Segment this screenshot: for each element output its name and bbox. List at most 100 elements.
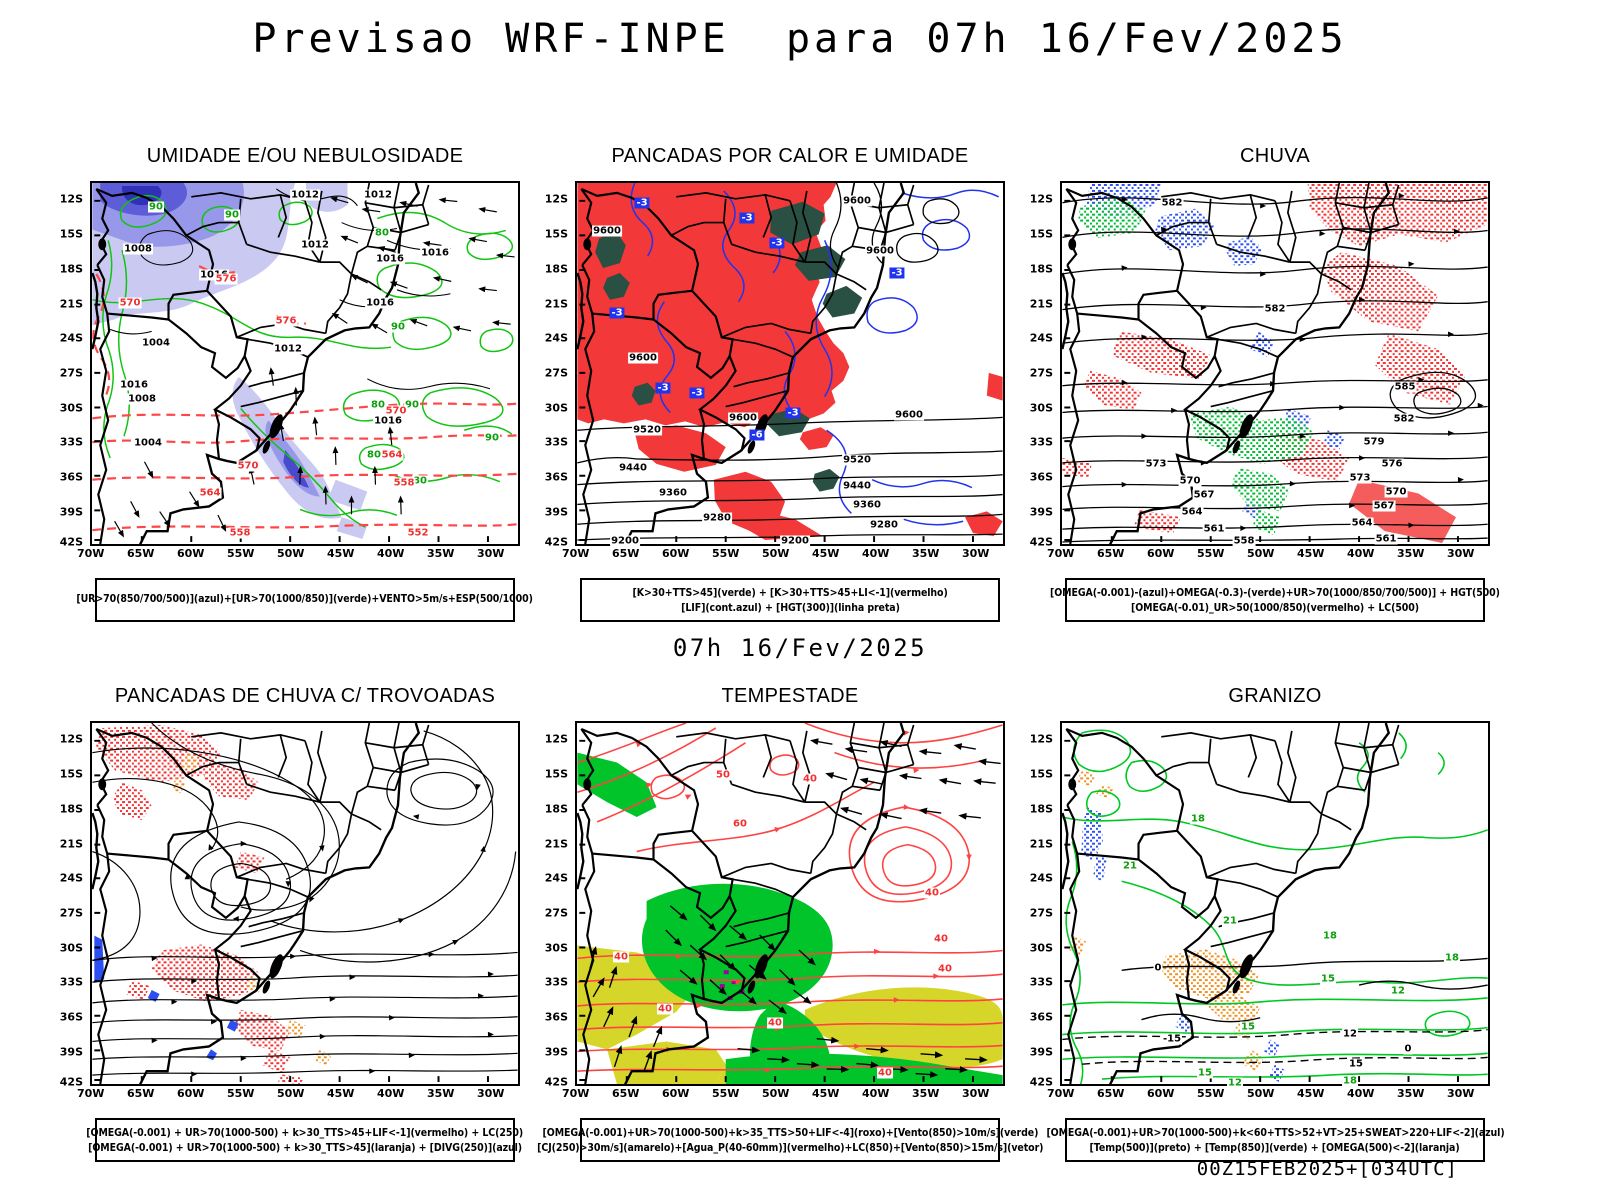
lat-tick-label: 24S [544, 331, 568, 345]
lon-tick-label: 40W [1347, 547, 1375, 560]
lat-tick-label: 21S [1029, 297, 1053, 311]
lon-tick-label: 35W [912, 547, 940, 560]
lat-tick-label: 30S [59, 941, 83, 955]
lon-tick-label: 55W [227, 547, 255, 560]
map-frame-umidade: 12S 15S 18S 21S 24S 27S 30S 33S 36S 39S 42S [60, 181, 520, 549]
lat-tick-label: 15S [544, 767, 568, 781]
lat-axis: 12S 15S 18S 21S 24S 27S 30S 33S 36S 39S 42S [1020, 721, 1056, 1089]
temp500-black-contours [1062, 957, 1488, 1065]
map-umidade [90, 181, 520, 546]
lon-tick-label: 45W [812, 1087, 840, 1100]
storm-orange-speckle [170, 752, 332, 1066]
lon-tick-label: 70W [1047, 547, 1075, 560]
lat-tick-label: 36S [544, 1010, 568, 1024]
map-chuva [1060, 181, 1490, 546]
lat-axis: 12S 15S 18S 21S 24S 27S 30S 33S 36S 39S 42S [1020, 181, 1056, 549]
lon-tick-label: 45W [1297, 547, 1325, 560]
lon-tick-label: 50W [277, 1087, 305, 1100]
lat-tick-label: 39S [1029, 505, 1053, 519]
panel-pancadas-calor: PANCADAS POR CALOR E UMIDADE 12S 15S 18S 21… [545, 136, 1005, 622]
panel-title-granizo: GRANIZO [1228, 685, 1322, 707]
lat-tick-label: 33S [59, 975, 83, 989]
lat-tick-label: 21S [59, 837, 83, 851]
caption-pancadas-calor: [K>30+TTS>45](verde) + [K>30+TTS>45+LI<-… [580, 578, 1000, 622]
lat-tick-label: 33S [544, 435, 568, 449]
lat-tick-label: 18S [544, 802, 568, 816]
lat-tick-label: 30S [1029, 941, 1053, 955]
lon-tick-label: 45W [1297, 1087, 1325, 1100]
lon-tick-label: 30W [962, 1087, 990, 1100]
map-granizo [1060, 721, 1490, 1086]
lat-tick-label: 27S [59, 366, 83, 380]
lon-tick-label: 50W [1247, 547, 1275, 560]
lat-tick-label: 39S [1029, 1045, 1053, 1059]
lat-tick-label: 33S [1029, 975, 1053, 989]
panel-title-umidade: UMIDADE E/OU NEBULOSIDADE [146, 145, 464, 167]
lat-axis: 12S 15S 18S 21S 24S 27S 30S 33S 36S 39S 42S [535, 721, 571, 1089]
caption-line: [OMEGA(-0.001) + UR>70(1000-500) + k>30_… [88, 1141, 522, 1154]
lat-tick-label: 39S [544, 505, 568, 519]
lon-tick-label: 40W [377, 547, 405, 560]
lon-tick-label: 50W [762, 1087, 790, 1100]
lon-tick-label: 70W [1047, 1087, 1075, 1100]
lon-tick-label: 40W [377, 1087, 405, 1100]
lat-tick-label: 24S [1029, 331, 1053, 345]
lat-tick-label: 30S [1029, 401, 1053, 415]
lat-tick-label: 12S [1029, 192, 1053, 206]
caption-tempestade: [OMEGA(-0.001)+UR>70(1000-500)+k>35_TTS>… [537, 1118, 1043, 1162]
caption-line: [Temp(500)](preto) + [Temp(850)](verde) … [1089, 1141, 1461, 1154]
lat-tick-label: 42S [59, 535, 83, 549]
lat-tick-label: 15S [1029, 227, 1053, 241]
lon-tick-label: 30W [477, 547, 505, 560]
lat-tick-label: 36S [59, 1010, 83, 1024]
lat-tick-label: 24S [544, 871, 568, 885]
lon-tick-label: 35W [1397, 547, 1425, 560]
lon-tick-label: 55W [712, 1087, 740, 1100]
lat-tick-label: 12S [544, 192, 568, 206]
lon-tick-label: 65W [127, 1087, 155, 1100]
panel-granizo: GRANIZO 12S 15S 18S 21S 24S 27S 30S 33S 36S 39S 42… [1030, 676, 1504, 1162]
lat-tick-label: 36S [1029, 1010, 1053, 1024]
lat-tick-label: 18S [1029, 802, 1053, 816]
map-frame-pancadas-calor: 12S 15S 18S 21S 24S 27S 30S 33S 36S 39S 42S [545, 181, 1005, 549]
lon-tick-label: 55W [712, 547, 740, 560]
panel-chuva: CHUVA 12S 15S 18S 21S 24S 27S 30S 33S 36S 39S 42S [1030, 136, 1500, 622]
temp850-green-contours [1062, 729, 1488, 1084]
valid-time-label: 07h 16/Fev/2025 [672, 634, 928, 662]
model-run-timestamp: 00Z15FEB2025+[034UTC] [1196, 1158, 1458, 1180]
lat-tick-label: 24S [59, 331, 83, 345]
lon-tick-label: 55W [1197, 1087, 1225, 1100]
lat-tick-label: 21S [59, 297, 83, 311]
lon-tick-label: 60W [177, 1087, 205, 1100]
lat-tick-label: 39S [59, 1045, 83, 1059]
lon-tick-label: 60W [662, 1087, 690, 1100]
lat-tick-label: 42S [1029, 1075, 1053, 1089]
lat-tick-label: 33S [544, 975, 568, 989]
lon-tick-label: 60W [177, 547, 205, 560]
panel-title-tempestade: TEMPESTADE [721, 685, 859, 707]
lat-axis: 12S 15S 18S 21S 24S 27S 30S 33S 36S 39S 42S [50, 721, 86, 1089]
lat-tick-label: 24S [59, 871, 83, 885]
lon-tick-label: 50W [762, 547, 790, 560]
lon-tick-label: 55W [227, 1087, 255, 1100]
lat-tick-label: 21S [544, 837, 568, 851]
hgt500-streamlines [1062, 196, 1488, 543]
lon-tick-label: 65W [127, 547, 155, 560]
lat-axis: 12S 15S 18S 21S 24S 27S 30S 33S 36S 39S 42S [535, 181, 571, 549]
caption-line: [OMEGA(-0.001)+UR>70(1000-500)+k>35_TTS>… [542, 1126, 1038, 1139]
lat-tick-label: 15S [59, 767, 83, 781]
lon-tick-label: 70W [77, 1087, 105, 1100]
lon-tick-label: 70W [562, 1087, 590, 1100]
lon-tick-label: 65W [612, 1087, 640, 1100]
lat-tick-label: 39S [544, 1045, 568, 1059]
lat-tick-label: 18S [59, 262, 83, 276]
lat-tick-label: 27S [1029, 366, 1053, 380]
lon-tick-label: 50W [1247, 1087, 1275, 1100]
lat-tick-label: 27S [1029, 906, 1053, 920]
lon-tick-label: 40W [862, 547, 890, 560]
lon-axis: 70W 65W 60W 55W 50W 45W 40W 35W 30W [1047, 546, 1490, 562]
lon-tick-label: 40W [862, 1087, 890, 1100]
map-frame-trovoadas: 12S 15S 18S 21S 24S 27S 30S 33S 36S 39S 42S [60, 721, 520, 1089]
lon-tick-label: 30W [1447, 1087, 1475, 1100]
lon-axis: 70W 65W 60W 55W 50W 45W 40W 35W 30W [77, 546, 520, 562]
